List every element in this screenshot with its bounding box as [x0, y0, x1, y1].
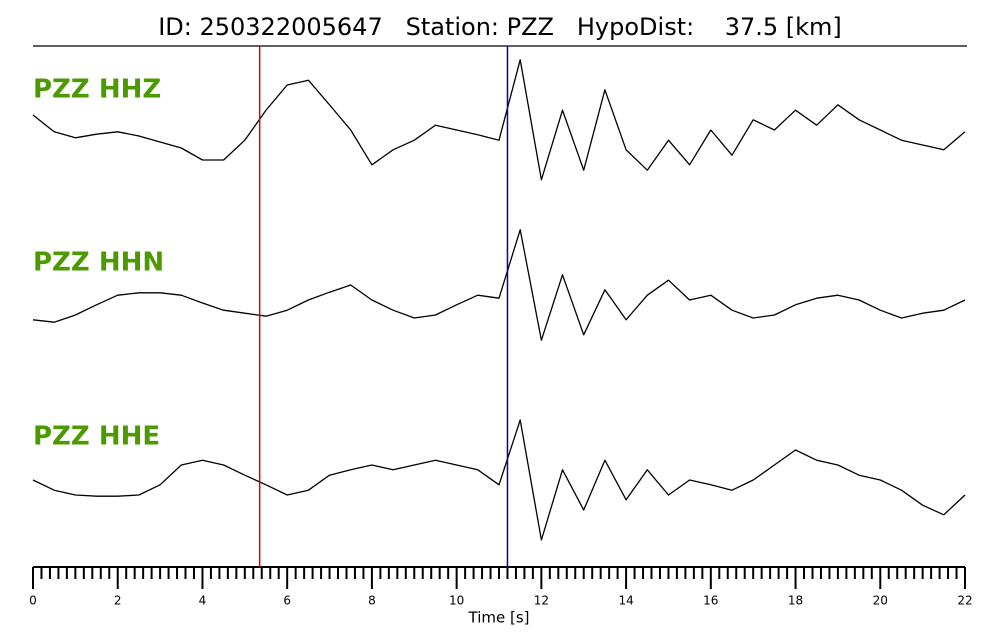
x-tick-label: 14	[618, 594, 633, 608]
x-tick-label: 18	[788, 594, 803, 608]
x-tick-label: 10	[449, 594, 464, 608]
x-tick-label: 8	[368, 594, 376, 608]
trace-label: PZZ HHZ	[33, 75, 161, 105]
waveform	[32, 419, 966, 541]
x-tick-label: 12	[534, 594, 549, 608]
waveform	[32, 229, 966, 341]
x-axis-label: Time [s]	[468, 609, 530, 627]
x-tick-label: 0	[29, 594, 37, 608]
trace-label: PZZ HHE	[33, 422, 160, 452]
x-tick-label: 2	[114, 594, 122, 608]
x-tick-label: 20	[873, 594, 888, 608]
x-tick-label: 4	[199, 594, 207, 608]
x-tick-label: 6	[283, 594, 291, 608]
x-tick-label: 16	[703, 594, 718, 608]
waveform	[32, 59, 966, 181]
trace-label: PZZ HHN	[33, 248, 164, 278]
chart-title: ID: 250322005647 Station: PZZ HypoDist: …	[158, 13, 842, 41]
x-tick-label: 22	[957, 594, 972, 608]
